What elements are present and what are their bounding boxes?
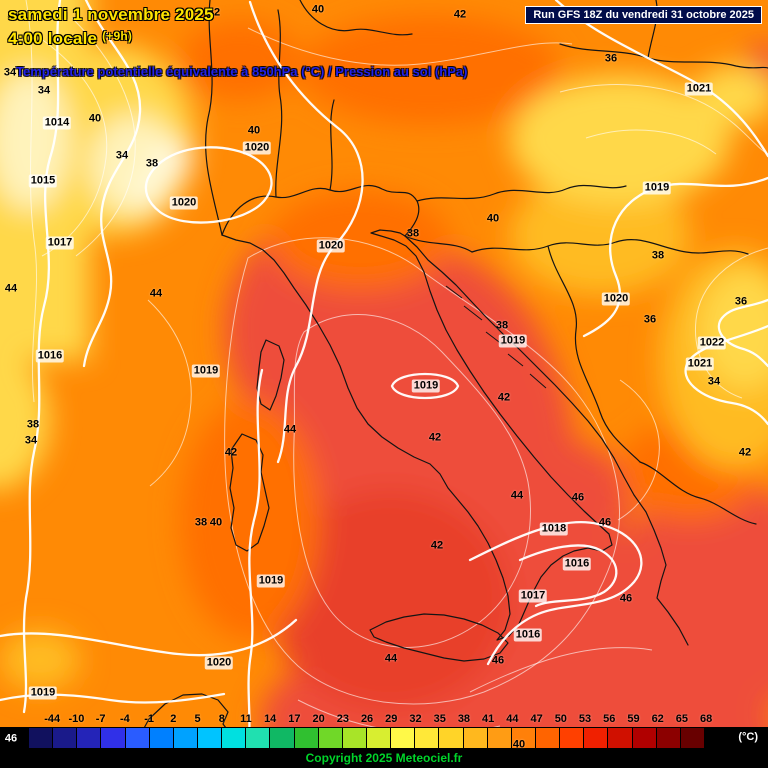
legend-scale-value: 41 bbox=[482, 713, 495, 725]
legend-scale-value: 32 bbox=[409, 713, 422, 725]
sardinia-coastline bbox=[229, 433, 270, 552]
legend-cell bbox=[173, 728, 198, 748]
legend-cell bbox=[197, 728, 223, 748]
legend-cell bbox=[463, 728, 488, 748]
copyright-text: Copyright 2025 Meteociel.fr bbox=[305, 751, 463, 765]
legend-scale-value: 38 bbox=[457, 713, 471, 725]
legend-scale-value: 47 bbox=[530, 713, 543, 725]
legend-cell bbox=[101, 728, 126, 748]
sicily-coastline bbox=[369, 613, 509, 662]
legend-scale-value: 23 bbox=[336, 713, 349, 725]
legend-scale-value: 50 bbox=[554, 713, 567, 725]
legend-scale-value: 17 bbox=[288, 713, 301, 725]
legend-cell bbox=[29, 728, 54, 748]
legend-scale-value: -44 bbox=[44, 713, 61, 725]
legend-scale-value: 59 bbox=[627, 713, 640, 725]
map-title: Température potentielle équivalente à 85… bbox=[16, 64, 468, 79]
legend-cell bbox=[53, 728, 78, 748]
legend-cell bbox=[77, 728, 102, 748]
legend-scale-value: 56 bbox=[603, 713, 616, 725]
legend-cell bbox=[366, 728, 392, 748]
legend-scale-value: 68 bbox=[700, 713, 713, 725]
date-label: samedi 1 novembre 2025 bbox=[8, 5, 214, 24]
corsica-coastline bbox=[256, 339, 285, 411]
legend-bottom-bar: (°C) Copyright 2025 Meteociel.fr bbox=[0, 727, 768, 768]
legend-scale-value: 11 bbox=[240, 713, 252, 725]
legend-cell bbox=[511, 728, 536, 748]
legend-unit: (°C) bbox=[738, 731, 758, 743]
legend-bar bbox=[28, 727, 706, 749]
legend-cell bbox=[487, 728, 512, 748]
time-label: 4:00 locale (+9h) bbox=[8, 29, 132, 49]
balkan-coastline bbox=[404, 235, 689, 646]
legend-scale-value: 5 bbox=[194, 713, 201, 725]
legend-cell bbox=[680, 728, 705, 748]
legend-scale-value: 14 bbox=[264, 713, 277, 725]
legend-cell bbox=[415, 728, 440, 748]
legend-cell bbox=[342, 728, 367, 748]
legend-cell bbox=[584, 728, 609, 748]
theta-e-contour-lines bbox=[25, 0, 768, 734]
legend-scale-value: -7 bbox=[95, 713, 106, 725]
legend-cell bbox=[656, 728, 681, 748]
legend-cell bbox=[222, 728, 247, 748]
legend-cell bbox=[535, 728, 561, 748]
legend-scale-value: 65 bbox=[675, 713, 689, 725]
coastlines-and-borders bbox=[125, 0, 768, 768]
legend-scale-value: 29 bbox=[385, 713, 398, 725]
legend-cell bbox=[608, 728, 633, 748]
legend-scale-value: 44 bbox=[506, 713, 519, 725]
legend-cell bbox=[149, 728, 174, 748]
legend-cell bbox=[270, 728, 295, 748]
legend-cell bbox=[391, 728, 416, 748]
legend-scale-value: 26 bbox=[360, 713, 374, 725]
legend-scale-value: 53 bbox=[578, 713, 592, 725]
legend-cell bbox=[632, 728, 657, 748]
italy-coastline bbox=[221, 229, 613, 641]
legend-scale-numbers: -44 -10 -7 -4 -1 2 5 8 11 14 17 20 23 26 29 32 35 38 41 44 4… bbox=[28, 713, 712, 727]
legend-cell bbox=[125, 728, 150, 748]
legend-scale-value: -10 bbox=[68, 713, 85, 725]
legend-cell bbox=[439, 728, 464, 748]
legend-scale-value: 35 bbox=[433, 713, 446, 725]
legend-cell bbox=[318, 728, 343, 748]
time-text: 4:00 locale bbox=[8, 29, 98, 48]
legend-scale-value: 2 bbox=[170, 713, 177, 725]
forecast-offset: (+9h) bbox=[102, 29, 133, 43]
legend-scale-value: 20 bbox=[312, 713, 325, 725]
run-info-box: Run GFS 18Z du vendredi 31 octobre 2025 bbox=[525, 6, 762, 24]
legend-scale-value: 62 bbox=[651, 713, 664, 725]
legend-cell bbox=[246, 728, 271, 748]
legend-scale-value: -1 bbox=[144, 713, 154, 725]
legend-cell bbox=[294, 728, 319, 748]
legend-scale-value: -4 bbox=[119, 713, 130, 725]
france-italy-border bbox=[205, 0, 223, 236]
legend-scale-value: 8 bbox=[218, 713, 225, 725]
legend-cell bbox=[560, 728, 585, 748]
